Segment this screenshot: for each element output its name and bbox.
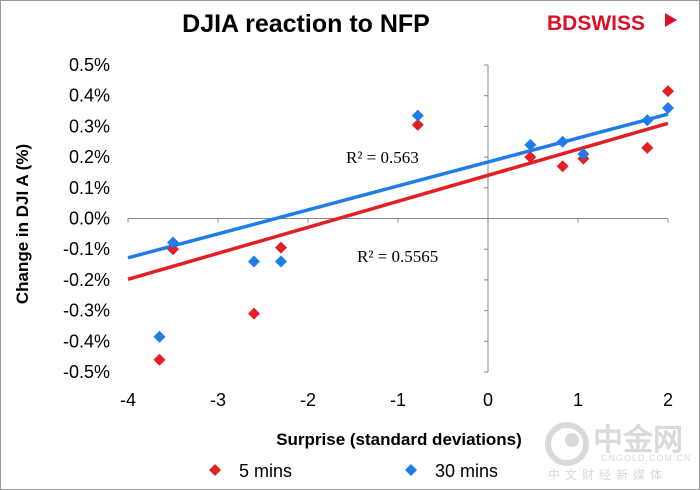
r2-label-30-mins: R² = 0.563: [346, 148, 419, 167]
y-tick-label: 0.1%: [69, 178, 110, 198]
trendlines: [127, 112, 669, 281]
axes: 0.5% 0.4% 0.3% 0.2% 0.1% 0.0% -0.1% -0.2% -0.3% -…: [63, 55, 673, 410]
watermark: 中金网 CNGOLD.COM.CN 中文财经新媒体: [545, 422, 692, 482]
data-point-5-mins: [153, 353, 166, 366]
watermark-subtitle: 中文财经新媒体: [548, 467, 667, 482]
x-tick-label: -4: [120, 390, 136, 410]
data-point-5-mins: [248, 307, 260, 320]
trendline-5-mins: [127, 121, 669, 281]
legend-label-30-mins: 30 mins: [435, 461, 498, 481]
trendline-30-mins: [127, 112, 669, 260]
data-point-5-mins: [641, 141, 654, 154]
data-point-30-mins: [577, 148, 590, 161]
r2-labels: R² = 0.5565 R² = 0.563: [346, 148, 438, 266]
data-point-30-mins: [153, 330, 166, 343]
y-tick-label: 0.2%: [69, 147, 110, 167]
watermark-cn-name: 中金网: [593, 423, 683, 458]
brand-logo-text: BDSWISS: [547, 12, 645, 35]
x-axis-title: Surprise (standard deviations): [276, 430, 522, 449]
legend-marker-30-mins: [405, 464, 417, 476]
x-tick-label: -2: [300, 390, 316, 410]
data-point-30-mins: [524, 138, 537, 151]
y-tick-label: 0.4%: [69, 86, 110, 106]
data-point-5-mins: [524, 151, 537, 164]
watermark-logo-dot-icon: [565, 433, 579, 447]
y-axis-title: Change in DJI A (%): [13, 144, 32, 304]
data-point-30-mins: [662, 101, 674, 114]
x-tick-label: -1: [390, 390, 406, 410]
x-tick-label: 2: [663, 390, 673, 410]
y-tick-label: -0.5%: [63, 362, 110, 382]
watermark-logo-icon: [545, 422, 589, 466]
watermark-url: CNGOLD.COM.CN: [601, 453, 692, 463]
data-point-5-mins: [662, 85, 674, 98]
data-point-5-mins: [167, 243, 179, 256]
r2-label-5-mins: R² = 0.5565: [357, 247, 438, 266]
x-tick-label: -3: [210, 390, 226, 410]
data-point-30-mins: [248, 255, 260, 268]
y-tick-label: 0.3%: [69, 116, 110, 136]
y-tick-label: -0.2%: [63, 270, 110, 290]
chart-title: DJIA reaction to NFP: [182, 10, 430, 38]
y-tick-label: -0.3%: [63, 301, 110, 321]
y-tick-label: -0.1%: [63, 239, 110, 259]
y-tick-label: 0.0%: [69, 209, 110, 229]
data-point-30-mins: [641, 114, 654, 127]
x-tick-label: 1: [573, 390, 583, 410]
data-points: [153, 85, 674, 366]
data-point-30-mins: [167, 236, 179, 249]
play-icon: [665, 13, 677, 27]
legend-label-5-mins: 5 mins: [239, 461, 292, 481]
data-point-5-mins: [556, 160, 569, 173]
data-point-5-mins: [275, 241, 287, 254]
data-point-5-mins: [411, 118, 424, 131]
legend: 5 mins 30 mins: [209, 461, 498, 481]
bdswiss-logo: BDSWISS: [547, 12, 677, 35]
data-point-30-mins: [556, 135, 569, 148]
y-tick-label: 0.5%: [69, 55, 110, 75]
x-tick-label: 0: [483, 390, 493, 410]
data-point-30-mins: [275, 255, 287, 268]
data-point-30-mins: [411, 109, 424, 122]
y-tick-label: -0.4%: [63, 331, 110, 351]
legend-marker-5-mins: [209, 464, 221, 476]
